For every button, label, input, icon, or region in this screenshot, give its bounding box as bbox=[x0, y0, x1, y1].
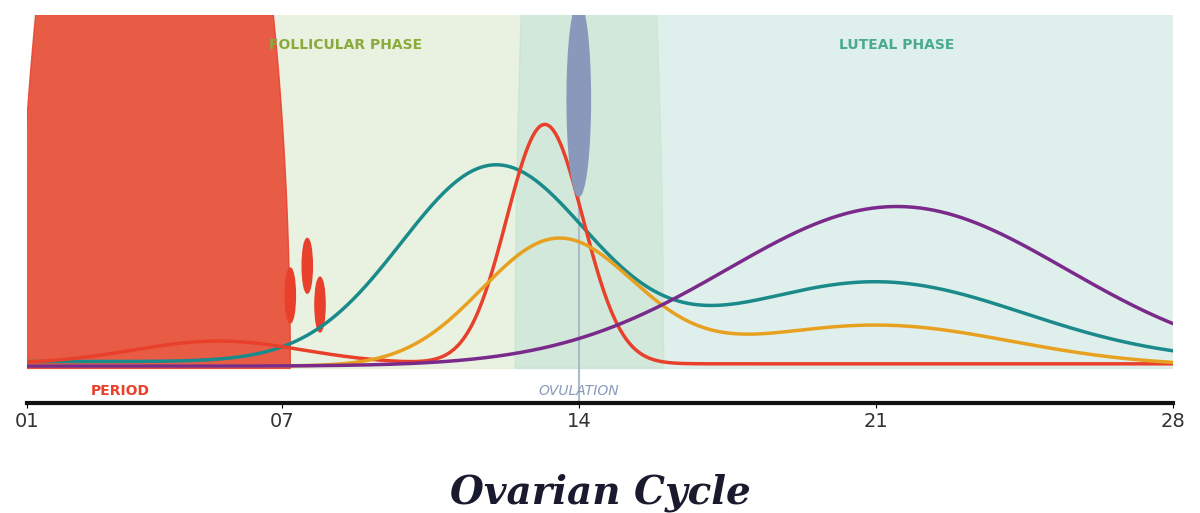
Text: FOLLICULAR PHASE: FOLLICULAR PHASE bbox=[269, 37, 422, 52]
Text: LUTEAL PHASE: LUTEAL PHASE bbox=[839, 37, 954, 52]
Text: OVULATION: OVULATION bbox=[539, 384, 619, 398]
Circle shape bbox=[286, 268, 295, 323]
Polygon shape bbox=[19, 0, 290, 368]
Circle shape bbox=[314, 277, 325, 332]
Circle shape bbox=[302, 239, 312, 293]
Polygon shape bbox=[28, 0, 664, 368]
Polygon shape bbox=[515, 0, 1200, 368]
Ellipse shape bbox=[568, 3, 590, 196]
Text: PERIOD: PERIOD bbox=[91, 384, 150, 398]
Text: Ovarian Cycle: Ovarian Cycle bbox=[450, 473, 750, 512]
